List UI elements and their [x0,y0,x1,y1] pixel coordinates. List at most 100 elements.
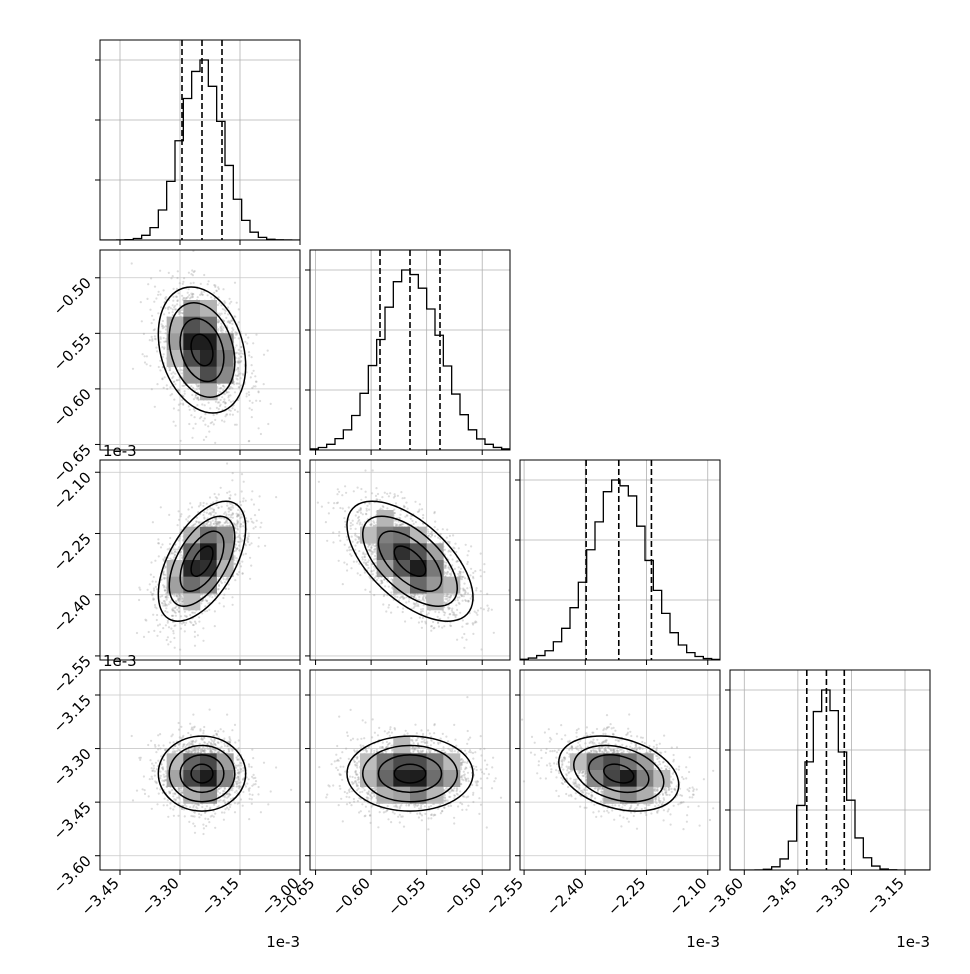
scatter-point [348,506,350,508]
scatter-point [169,537,171,539]
scatter-point [231,479,233,481]
scatter-point [213,509,215,511]
scatter-point [470,568,472,570]
scatter-point [215,401,217,403]
scatter-point [178,546,180,548]
scatter-point [239,501,241,503]
scatter-point [174,647,176,649]
scatter-point [231,387,233,389]
scatter-point [290,408,292,410]
scatter-point [245,500,247,502]
scatter-point [162,558,164,560]
scatter-point [174,554,176,556]
scatter-point [430,630,432,632]
scatter-point [172,300,174,302]
scatter-point [206,509,208,511]
scatter-point [175,600,177,602]
scatter-point [218,493,220,495]
scatter-point [150,277,152,279]
scatter-point [476,614,478,616]
scatter-point [222,327,224,329]
scatter-point [208,402,210,404]
scatter-point [218,408,220,410]
scatter-point [151,340,153,342]
scatter-point [241,572,243,574]
scatter-point [208,609,210,611]
scatter-point [206,600,208,602]
scatter-point [169,543,171,545]
scatter-point [151,593,153,595]
scatter-point [240,565,242,567]
scatter-point [239,563,241,565]
scatter-point [227,313,229,315]
scatter-point [240,350,242,352]
scatter-point [223,309,225,311]
scatter-point [165,296,167,298]
scatter-point [461,637,463,639]
scatter-point [176,277,178,279]
scatter-point [163,585,165,587]
scatter-point [143,333,145,335]
scatter-point [226,462,228,464]
scatter-point [237,367,239,369]
scatter-point [237,371,239,373]
scatter-point [189,614,191,616]
scatter-point [192,274,194,276]
scatter-point [243,481,245,483]
scatter-point [194,396,196,398]
scatter-point [214,442,216,444]
scatter-point [166,611,168,613]
scatter-point [246,395,248,397]
scatter-point [163,353,165,355]
scatter-point [231,596,233,598]
scatter-point [170,373,172,375]
scatter-point [185,518,187,520]
scatter-point [213,523,215,525]
scatter-point [254,385,256,387]
scatter-point [216,524,218,526]
scatter-point [223,605,225,607]
scatter-point [246,537,248,539]
scatter-point [172,376,174,378]
scatter-point [156,635,158,637]
scatter-point [248,354,250,356]
scatter-point [237,378,239,380]
scatter-point [177,270,179,272]
scatter-point [215,290,217,292]
scatter-point [259,400,261,402]
scatter-point [235,531,237,533]
scatter-point [472,576,474,578]
scatter-point [224,415,226,417]
scatter-point [154,604,156,606]
scatter-point [251,387,253,389]
scatter-point [260,433,262,435]
scatter-point [250,565,252,567]
scatter-point [183,277,185,279]
scatter-point [154,406,156,408]
scatter-point [433,627,435,629]
scatter-point [200,602,202,604]
scatter-point [204,424,206,426]
scatter-point [161,346,163,348]
scatter-point [256,520,258,522]
scatter-point [228,588,230,590]
scatter-point [158,542,160,544]
scatter-point [352,541,354,543]
scatter-point [241,428,243,430]
scatter-point [231,331,233,333]
scatter-point [422,610,424,612]
scatter-point [226,492,228,494]
scatter-point [207,602,209,604]
scatter-point [339,540,341,542]
scatter-point [226,391,228,393]
scatter-point [224,406,226,408]
scatter-point [161,595,163,597]
scatter-point [230,516,232,518]
scatter-point [242,521,244,523]
scatter-point [220,399,222,401]
scatter-point [251,356,253,358]
scatter-point [138,587,140,589]
scatter-point [193,271,195,273]
scatter-point [202,514,204,516]
scatter-point [153,587,155,589]
